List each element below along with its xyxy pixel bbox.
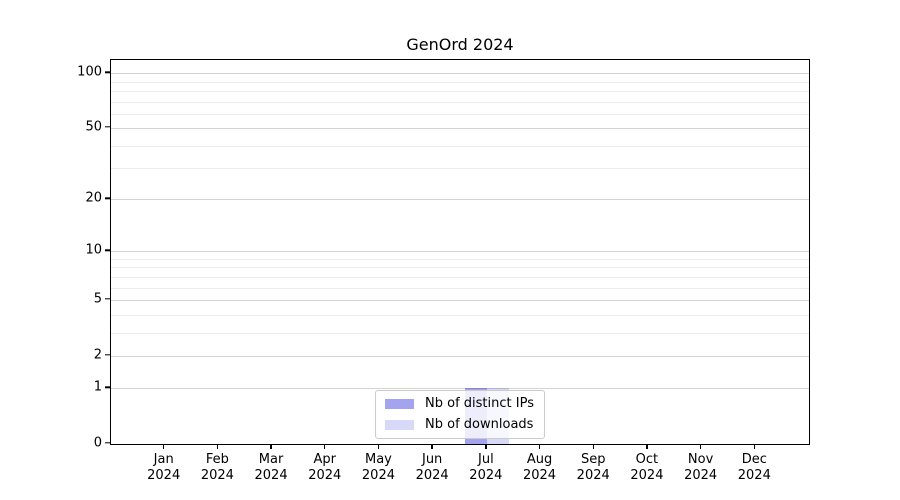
- y-axis-tick-label-5: 5: [93, 291, 102, 307]
- x-axis-tick-month: Apr: [313, 451, 337, 467]
- legend-item-downloads: Nb of downloads: [383, 416, 536, 434]
- x-axis-tick-year: 2024: [630, 467, 664, 483]
- x-axis-tick-year: 2024: [737, 467, 771, 483]
- major-gridline-y1: [111, 388, 809, 390]
- x-axis-tick-mark-aug: [538, 444, 541, 449]
- y-axis-tick-label-10: 10: [85, 242, 102, 258]
- x-axis-tick-mark-oct: [646, 444, 648, 449]
- x-axis-tick-mark-dec: [753, 444, 755, 449]
- x-axis-tick-month: Jan: [153, 451, 174, 467]
- x-axis-tick-year: 2024: [415, 467, 449, 483]
- x-axis-tick-month: Sep: [580, 451, 606, 467]
- x-axis-tick-label-mar: Mar 2024: [241, 452, 301, 484]
- major-gridline-y10: [111, 251, 809, 253]
- y-axis-tick-mark-20: [105, 197, 110, 200]
- minor-gridline-y7: [111, 276, 809, 278]
- x-axis-tick-month: Jun: [421, 451, 443, 467]
- x-axis-tick-mark-apr: [324, 444, 326, 449]
- y-axis-tick-labels: 0 1 2 5 10 20 50 100: [0, 59, 102, 450]
- minor-gridline-y30: [111, 168, 809, 170]
- y-axis-tick-mark-0: [105, 442, 110, 444]
- x-axis-tick-year: 2024: [361, 467, 395, 483]
- x-axis-tick-mark-jul: [485, 444, 487, 449]
- x-axis-tick-year: 2024: [576, 467, 610, 483]
- legend-label-downloads: Nb of downloads: [425, 417, 534, 432]
- x-axis-tick-year: 2024: [522, 467, 557, 483]
- minor-gridline-y4: [111, 314, 809, 316]
- x-axis-tick-year: 2024: [200, 467, 234, 483]
- major-gridline-y50: [111, 128, 809, 130]
- minor-gridline-y40: [111, 145, 809, 147]
- x-axis-tick-year: 2024: [147, 467, 181, 483]
- x-axis-tick-month: Dec: [741, 451, 767, 467]
- minor-gridline-y3: [111, 332, 809, 334]
- x-axis-tick-mark-feb: [216, 444, 219, 449]
- x-axis-tick-label-aug: Aug 2024: [510, 452, 570, 484]
- x-axis-tick-label-dec: Dec 2024: [724, 452, 784, 484]
- major-gridline-y100: [111, 73, 809, 75]
- major-gridline-y2: [111, 355, 809, 357]
- major-gridline-y20: [111, 199, 809, 201]
- minor-gridline-y6: [111, 287, 809, 289]
- y-axis-tick-mark-5: [105, 298, 110, 300]
- y-axis-tick-mark-1: [105, 386, 110, 388]
- x-axis-tick-month: Mar: [258, 451, 284, 467]
- x-axis-tick-mark-jun: [431, 444, 433, 449]
- x-axis-tick-label-jun: Jun 2024: [402, 452, 462, 484]
- x-axis-tick-month: Nov: [687, 451, 714, 467]
- minor-gridline-y9: [111, 259, 809, 260]
- y-axis-tick-label-20: 20: [85, 190, 102, 206]
- x-axis-tick-mark-sep: [592, 444, 594, 449]
- minor-gridline-y8: [111, 267, 809, 269]
- major-gridline-y5: [111, 300, 809, 302]
- legend-swatch-distinct-ips: [385, 399, 415, 409]
- x-axis-tick-mark-may: [377, 444, 380, 449]
- x-axis-tick-label-sep: Sep 2024: [563, 452, 623, 484]
- minor-gridline-y80: [111, 90, 809, 92]
- x-axis-tick-year: 2024: [254, 467, 288, 483]
- y-axis-tick-label-50: 50: [85, 119, 102, 135]
- y-axis-tick-label-1: 1: [93, 379, 102, 395]
- x-axis-tick-month: Oct: [635, 451, 659, 467]
- x-axis-tick-mark-nov: [699, 444, 702, 449]
- x-axis-tick-label-nov: Nov 2024: [671, 452, 731, 484]
- minor-gridline-y90: [111, 81, 809, 83]
- legend-swatch-downloads: [385, 420, 415, 430]
- y-axis-tick-label-100: 100: [77, 64, 102, 80]
- x-axis-tick-label-jan: Jan 2024: [134, 452, 194, 484]
- legend: Nb of distinct IPs Nb of downloads: [375, 390, 545, 439]
- x-axis-tick-label-apr: Apr 2024: [295, 452, 355, 484]
- chart-title: GenOrd 2024: [406, 35, 514, 54]
- minor-gridline-y60: [111, 113, 809, 115]
- y-axis-tick-label-2: 2: [93, 347, 102, 363]
- plot-area: Nb of distinct IPs Nb of downloads: [110, 59, 810, 445]
- minor-gridline-y70: [111, 101, 809, 103]
- x-axis-tick-mark-mar: [270, 444, 272, 449]
- x-axis-tick-year: 2024: [469, 467, 503, 483]
- x-axis-tick-label-feb: Feb 2024: [187, 452, 247, 484]
- y-axis-tick-marks: [105, 59, 110, 445]
- y-axis-tick-mark-50: [105, 126, 110, 128]
- x-axis-tick-month: Aug: [526, 451, 553, 467]
- x-axis-tick-month: Feb: [205, 451, 229, 467]
- legend-item-distinct-ips: Nb of distinct IPs: [383, 395, 536, 413]
- x-axis-tick-month: May: [365, 451, 392, 467]
- legend-label-distinct-ips: Nb of distinct IPs: [425, 396, 534, 411]
- x-axis-tick-year: 2024: [308, 467, 342, 483]
- x-axis-tick-label-may: May 2024: [348, 452, 408, 484]
- x-axis: Jan 2024 Feb 2024 Mar 2024 Apr 2024 May 2024 Jun 20…: [110, 444, 808, 497]
- x-axis-tick-mark-jan: [162, 444, 165, 449]
- x-axis-tick-year: 2024: [684, 467, 718, 483]
- y-axis-tick-label-0: 0: [93, 435, 102, 451]
- y-axis-tick-mark-2: [105, 354, 110, 356]
- y-axis-tick-mark-100: [105, 71, 110, 73]
- y-axis-tick-mark-10: [105, 249, 110, 252]
- x-axis-tick-month: Jul: [478, 451, 494, 467]
- x-axis-tick-label-oct: Oct 2024: [617, 452, 677, 484]
- x-axis-tick-label-jul: Jul 2024: [456, 452, 516, 484]
